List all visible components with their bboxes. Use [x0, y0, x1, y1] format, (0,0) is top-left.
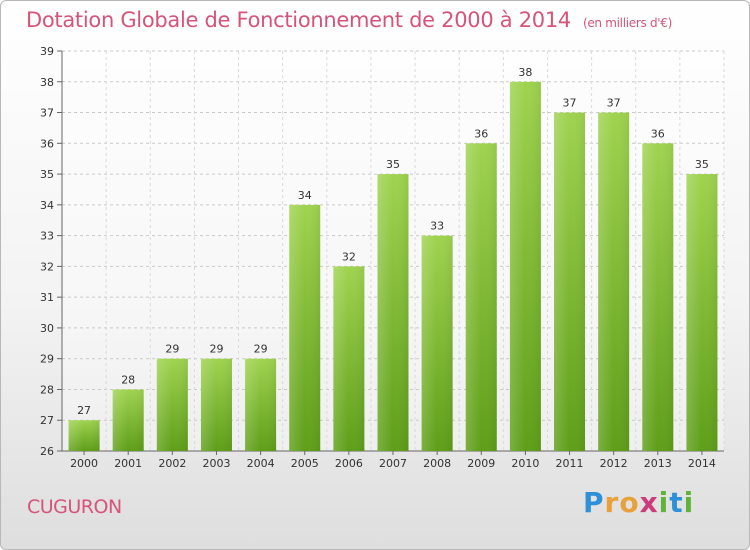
- x-tick-label: 2013: [644, 457, 672, 470]
- bar-value-label: 34: [298, 189, 312, 202]
- y-tick-label: 28: [40, 383, 54, 396]
- bar-value-label: 27: [77, 404, 91, 417]
- y-tick-label: 35: [40, 168, 54, 181]
- proxiti-logo[interactable]: Proxiti: [583, 486, 694, 519]
- bar-value-label: 35: [695, 158, 709, 171]
- x-tick-label: 2005: [291, 457, 319, 470]
- bar-value-label: 29: [209, 343, 223, 356]
- bar-value-label: 29: [254, 343, 268, 356]
- y-tick-label: 29: [40, 353, 54, 366]
- x-tick-label: 2007: [379, 457, 407, 470]
- y-tick-label: 38: [40, 76, 54, 89]
- x-tick-label: 2010: [511, 457, 539, 470]
- bar-value-label: 29: [165, 343, 179, 356]
- bar-shine: [333, 266, 365, 451]
- axes: 26 27 28 29 30 31 32 33 34 35 36 37 38 39 2000 2001 2002…: [40, 45, 724, 470]
- bar-value-label: 36: [474, 127, 488, 140]
- x-tick-label: 2001: [114, 457, 142, 470]
- x-tick-label: 2011: [556, 457, 584, 470]
- bar-value-label: 28: [121, 373, 135, 386]
- x-tick-label: 2000: [70, 457, 98, 470]
- bar-shine: [686, 174, 718, 452]
- y-tick-label: 36: [40, 137, 54, 150]
- bar-shine: [642, 143, 674, 452]
- x-tick-label: 2004: [247, 457, 275, 470]
- logo-letter: r: [604, 486, 620, 519]
- commune-name: CUGURON: [27, 496, 122, 518]
- bar-value-label: 36: [651, 127, 665, 140]
- x-tick-label: 2009: [467, 457, 495, 470]
- bar-shine: [377, 174, 409, 452]
- y-tick-label: 39: [40, 45, 54, 58]
- bar-shine: [245, 358, 277, 451]
- bar-shine: [554, 112, 586, 452]
- x-tick-label: 2014: [688, 457, 716, 470]
- y-tick-label: 31: [40, 291, 54, 304]
- chart-title: Dotation Globale de Fonctionnement de 20…: [26, 8, 672, 32]
- bar-shine: [289, 204, 321, 451]
- bar-shine: [465, 143, 497, 452]
- data-labels: 27 28 29 29 29 34 32 35 33 36 38 37 37 36 35: [77, 66, 709, 417]
- bar-value-label: 32: [342, 250, 356, 263]
- bar-shine: [509, 81, 541, 452]
- logo-letter: P: [583, 486, 605, 519]
- logo-letter: i: [658, 486, 670, 519]
- chart-title-text: Dotation Globale de Fonctionnement de 20…: [26, 8, 571, 32]
- bar-value-label: 38: [518, 66, 532, 79]
- bars: [68, 81, 718, 452]
- x-tick-label: 2003: [202, 457, 230, 470]
- y-tick-label: 26: [40, 445, 54, 458]
- logo-letter: x: [639, 486, 659, 519]
- y-tick-label: 30: [40, 322, 54, 335]
- x-tick-label: 2012: [600, 457, 628, 470]
- bar-shine: [156, 358, 188, 451]
- bar-shine: [112, 389, 144, 451]
- logo-letter: o: [619, 486, 640, 519]
- chart-unit: (en milliers d'€): [582, 16, 672, 30]
- logo-letter: i: [683, 486, 695, 519]
- logo-letter: t: [669, 486, 684, 519]
- bar-value-label: 37: [607, 97, 621, 110]
- y-tick-label: 37: [40, 107, 54, 120]
- y-tick-label: 27: [40, 414, 54, 427]
- bar-shine: [200, 358, 232, 451]
- bar-value-label: 37: [563, 97, 577, 110]
- x-tick-label: 2008: [423, 457, 451, 470]
- bar-value-label: 35: [386, 158, 400, 171]
- y-tick-label: 32: [40, 260, 54, 273]
- bar-shine: [421, 235, 453, 451]
- y-tick-label: 34: [40, 199, 54, 212]
- x-tick-label: 2006: [335, 457, 363, 470]
- bar-shine: [68, 420, 100, 451]
- y-tick-label: 33: [40, 230, 54, 243]
- x-tick-label: 2002: [158, 457, 186, 470]
- bar-value-label: 33: [430, 220, 444, 233]
- bar-shine: [598, 112, 630, 452]
